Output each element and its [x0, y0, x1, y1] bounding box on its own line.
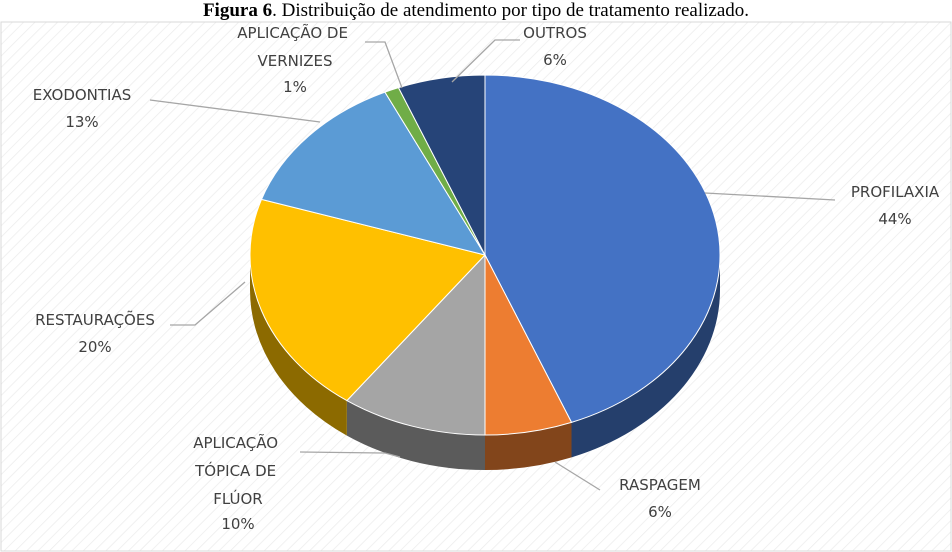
slice-side: [571, 255, 720, 458]
leader-line: [451, 39, 520, 83]
value-label: 10%: [221, 515, 254, 533]
slice: [346, 253, 486, 436]
slice: [260, 91, 487, 256]
leader-line: [299, 451, 401, 458]
slice: [249, 198, 486, 402]
value-label: 6%: [543, 51, 567, 69]
slice-side: [250, 255, 347, 436]
slice-side: [346, 400, 485, 470]
title-prefix: Figura 6: [203, 0, 272, 21]
leader-line: [365, 41, 403, 89]
label-line: APLICAÇÃO DE: [237, 23, 352, 42]
category-label: PROFILAXIA: [851, 183, 940, 201]
category-label: RASPAGEM: [619, 476, 701, 494]
value-label: 20%: [78, 338, 111, 356]
leader-line: [170, 281, 246, 326]
value-label: 6%: [648, 503, 672, 521]
category-label: EXODONTIAS: [33, 86, 132, 104]
label-line: PROFILAXIA: [851, 183, 940, 201]
leader-line: [704, 192, 836, 201]
leader-line: [554, 461, 601, 491]
leader-line: [149, 99, 321, 123]
label-line: APLICAÇÃO: [193, 433, 283, 452]
category-label: APLICAÇÃO TÓPICA DE FLÚOR: [193, 433, 283, 508]
label-line: FLÚOR: [213, 489, 262, 508]
category-label: RESTAURAÇÕES: [35, 310, 155, 329]
label-line: RASPAGEM: [619, 476, 701, 494]
label-line: TÓPICA DE: [194, 461, 281, 480]
category-label: APLICAÇÃO DE VERNIZES: [237, 23, 352, 70]
slice: [397, 74, 486, 256]
category-label: OUTROS: [523, 24, 587, 42]
chart-title: Figura 6. Distribuição de atendimento po…: [203, 0, 749, 21]
label-line: OUTROS: [523, 24, 587, 42]
title-text: . Distribuição de atendimento por tipo d…: [272, 0, 749, 21]
value-label: 44%: [878, 210, 911, 228]
label-line: EXODONTIAS: [33, 86, 132, 104]
label-line: VERNIZES: [257, 52, 332, 70]
value-label: 1%: [283, 78, 307, 96]
label-line: RESTAURAÇÕES: [35, 310, 155, 329]
slice: [484, 74, 721, 423]
value-label: 13%: [65, 113, 98, 131]
